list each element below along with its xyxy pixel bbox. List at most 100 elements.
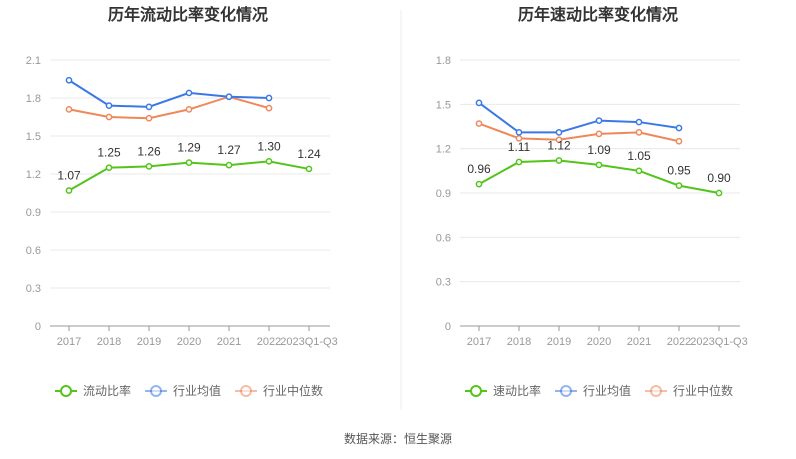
x-tick-label: 2019 (547, 336, 571, 348)
data-point (595, 130, 603, 138)
data-point (475, 180, 483, 188)
x-tick-label: 2018 (507, 336, 531, 348)
data-point (65, 187, 73, 194)
data-point (555, 129, 563, 136)
legend-label: 行业均值 (173, 383, 221, 398)
data-point (65, 106, 73, 113)
data-point (105, 102, 113, 109)
legend-label: 行业中位数 (673, 383, 733, 398)
series-line-1 (478, 102, 680, 134)
y-tick-label: 1.2 (26, 169, 41, 181)
data-point (515, 158, 523, 166)
y-tick-label: 2.1 (26, 55, 41, 67)
data-point (105, 164, 113, 172)
chart-panel-0: 历年流动比率变化情况 0 0.3 0.6 0.9 1.2 1.5 1.8 2.1 2017 2018… (26, 5, 338, 398)
legend-item[interactable]: 行业均值 (555, 383, 631, 398)
y-tick-label: 0.6 (26, 245, 41, 257)
legend-label: 行业均值 (583, 383, 631, 398)
legend-item[interactable]: 行业均值 (145, 383, 221, 398)
x-tick-label: 2023Q1-Q3 (280, 336, 337, 348)
data-point (265, 157, 273, 165)
legend-label: 流动比率 (83, 383, 131, 398)
data-point (635, 129, 643, 136)
x-tick-label: 2021 (217, 336, 241, 348)
y-tick-label: 0.9 (26, 207, 41, 219)
data-label: 1.12 (547, 138, 571, 152)
data-point (185, 159, 193, 166)
y-tick-label: 1.8 (26, 93, 41, 105)
legend-marker-icon (650, 385, 662, 397)
data-point (675, 182, 683, 189)
legend-marker-icon (470, 385, 482, 397)
data-point (185, 89, 193, 97)
chart-panel-1: 历年速动比率变化情况 0 0.3 0.6 0.9 1.2 1.5 1.8 2017 2018 201… (436, 5, 748, 398)
data-point (105, 113, 113, 121)
data-point (555, 136, 563, 144)
data-label: 0.95 (667, 164, 691, 178)
legend-item[interactable]: 行业中位数 (235, 383, 323, 398)
y-tick-label: 0 (35, 321, 41, 333)
data-point (145, 163, 153, 170)
legend-item[interactable]: 行业中位数 (645, 383, 733, 398)
legend-marker-icon (60, 385, 72, 397)
legend-item[interactable]: 流动比率 (55, 383, 131, 398)
data-point (145, 103, 153, 111)
x-tick-label: 2022 (257, 336, 281, 348)
data-point (515, 129, 523, 136)
legend-label: 速动比率 (493, 383, 541, 398)
data-point (475, 99, 483, 107)
data-label: 1.07 (57, 168, 81, 182)
data-label: 1.25 (97, 146, 121, 160)
data-point (635, 167, 643, 175)
series-line-2 (68, 95, 270, 120)
y-tick-label: 0.3 (26, 283, 41, 295)
y-tick-label: 1.2 (436, 144, 451, 156)
x-tick-label: 2023Q1-Q3 (690, 336, 747, 348)
x-tick-label: 2017 (467, 336, 491, 348)
data-label: 1.11 (508, 140, 531, 154)
x-tick-label: 2021 (627, 336, 651, 348)
data-label: 1.29 (177, 141, 201, 155)
legend-marker-icon (240, 385, 252, 397)
legend-label: 行业中位数 (263, 383, 323, 398)
data-point (595, 161, 603, 169)
data-point (595, 117, 603, 124)
data-point (715, 189, 723, 197)
data-source-note: 数据来源：恒生聚源 (344, 431, 452, 446)
series-line-1 (68, 79, 270, 108)
data-label: 1.26 (137, 144, 161, 158)
data-point (635, 118, 643, 126)
x-tick-label: 2020 (177, 336, 201, 348)
data-label: 1.30 (257, 139, 281, 153)
legend-item[interactable]: 速动比率 (465, 383, 541, 398)
data-label: 1.24 (297, 147, 321, 161)
data-label: 0.96 (467, 162, 491, 176)
legend-marker-icon (560, 385, 572, 397)
y-tick-label: 1.5 (436, 99, 451, 111)
data-label: 1.05 (627, 149, 651, 163)
data-point (675, 137, 683, 145)
x-tick-label: 2020 (587, 336, 611, 348)
data-point (65, 76, 73, 84)
x-tick-label: 2018 (97, 336, 121, 348)
y-tick-label: 1.8 (436, 55, 451, 67)
y-tick-label: 1.5 (26, 131, 41, 143)
legend-marker-icon (150, 385, 162, 397)
x-tick-label: 2022 (667, 336, 691, 348)
series-line-2 (478, 122, 680, 143)
data-point (185, 106, 193, 113)
data-label: 1.09 (587, 143, 611, 157)
y-tick-label: 0.3 (436, 277, 451, 289)
y-tick-label: 0 (445, 321, 451, 333)
data-point (555, 157, 563, 164)
x-tick-label: 2017 (57, 336, 81, 348)
data-point (225, 93, 233, 101)
data-point (145, 114, 153, 122)
data-point (475, 120, 483, 127)
data-point (675, 124, 683, 132)
data-point (265, 94, 273, 102)
data-point (225, 161, 233, 169)
data-point (305, 165, 313, 173)
